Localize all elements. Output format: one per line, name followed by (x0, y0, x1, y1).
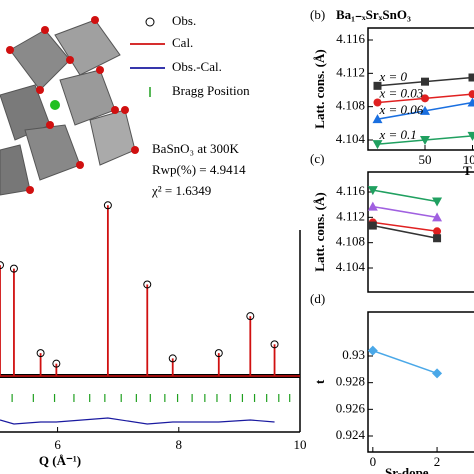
marker (467, 97, 474, 107)
panel-title: Ba₁₋ₓSrₓSnO₃ (336, 7, 411, 22)
marker (468, 73, 474, 82)
y-axis-label: Latt. cons. (Å) (312, 192, 327, 271)
y-tick-label: 4.112 (336, 64, 365, 79)
y-tick-label: 4.112 (336, 208, 365, 223)
legend-label: Obs.-Cal. (172, 59, 222, 74)
series-label: x = 0.1 (379, 127, 417, 142)
x-axis-label: T (463, 163, 472, 178)
obs-point (246, 312, 255, 321)
marker (467, 131, 474, 141)
marker (433, 227, 442, 236)
obs-point (0, 261, 4, 270)
marker (367, 345, 378, 356)
x-tick-label: 100 (463, 152, 474, 167)
panel-label: (d) (310, 291, 325, 306)
series-label: x = 0 (379, 69, 408, 84)
marker (432, 212, 443, 222)
x-tick-label: 0 (370, 454, 377, 469)
legend-marker (145, 17, 155, 27)
legend-label: Cal. (172, 35, 193, 50)
obs-point (52, 359, 61, 368)
frame (367, 311, 474, 453)
legend-label: Bragg Position (172, 83, 250, 98)
marker (432, 197, 443, 207)
marker (420, 136, 430, 145)
crystal-structure (0, 16, 139, 196)
y-tick-label: 0.924 (336, 427, 366, 442)
y-tick-label: 0.928 (336, 374, 365, 389)
x-tick-label: 10 (294, 437, 307, 452)
y-tick-label: 4.116 (336, 183, 365, 198)
x-tick-label: 6 (54, 437, 61, 452)
series-line (372, 224, 438, 239)
marker (367, 186, 378, 196)
y-tick-label: 4.108 (336, 98, 365, 113)
obs-point (103, 201, 112, 210)
marker (468, 90, 474, 99)
difference-line (0, 417, 275, 425)
obs-point (270, 340, 279, 349)
series-label: x = 0.03 (379, 85, 424, 100)
y-tick-label: 4.104 (336, 131, 366, 146)
marker (421, 77, 429, 86)
marker (433, 234, 442, 243)
y-axis-label: Latt. cons. (Å) (312, 49, 327, 128)
x-tick-label: 8 (176, 437, 183, 452)
panel-label: (c) (310, 151, 324, 166)
y-tick-label: 0.93 (342, 347, 365, 362)
x-tick-label: 2 (434, 454, 441, 469)
obs-point (36, 349, 45, 358)
annotation: BaSnO₃ at 300K (152, 141, 239, 156)
marker (373, 81, 382, 90)
series-line (372, 221, 438, 233)
x-axis-label: Sr-dope (385, 465, 429, 474)
annotation: χ² = 1.6349 (151, 183, 211, 198)
x-tick-label: 50 (419, 152, 432, 167)
y-tick-label: 4.104 (336, 259, 366, 274)
marker (373, 98, 382, 107)
series-line (372, 205, 438, 219)
marker (421, 94, 429, 103)
marker (432, 368, 443, 379)
y-tick-label: 4.116 (336, 31, 365, 46)
x-axis-label: Q (Å⁻¹) (39, 453, 81, 468)
marker (367, 201, 378, 211)
legend-label: Obs. (172, 13, 196, 28)
y-tick-label: 4.108 (336, 234, 365, 249)
series-line (372, 189, 438, 203)
y-axis-label: t (312, 379, 327, 384)
obs-point (168, 354, 177, 363)
frame (367, 27, 474, 151)
obs-point (9, 264, 18, 273)
annotation: Rwp(%) = 4.9414 (152, 162, 246, 177)
marker (368, 221, 377, 230)
obs-point (214, 349, 223, 358)
marker (420, 105, 430, 115)
marker (372, 140, 383, 150)
y-tick-label: 0.926 (336, 400, 366, 415)
series-label: x = 0.06 (379, 102, 424, 117)
obs-point (143, 280, 152, 289)
series-line (372, 349, 438, 375)
panel-label: (b) (310, 7, 325, 22)
frame (367, 171, 474, 293)
marker (372, 114, 383, 124)
